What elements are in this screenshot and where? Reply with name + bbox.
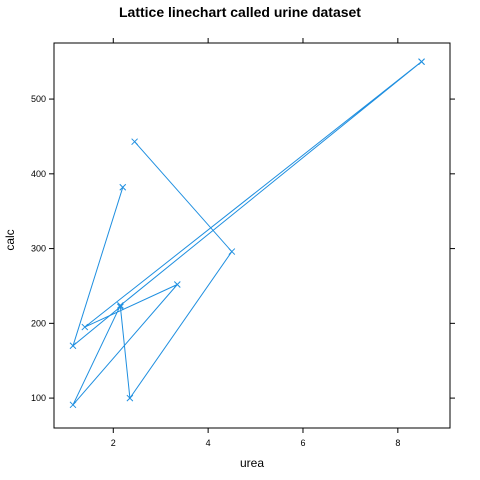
plot-area	[69, 58, 425, 409]
x-axis-label: urea	[240, 456, 264, 470]
series-line	[72, 61, 422, 406]
data-point	[81, 323, 89, 331]
data-point	[69, 342, 77, 350]
y-tick-label: 300	[31, 244, 46, 254]
x-tick-label: 4	[206, 438, 211, 448]
data-point	[418, 58, 425, 66]
x-tick-label: 6	[300, 438, 305, 448]
data-point	[126, 394, 134, 402]
axis-ticks: 2 4 6 8 100 200 300 400 500	[31, 38, 455, 448]
series-line	[72, 141, 233, 400]
plot-panel	[53, 42, 451, 429]
data-point	[117, 302, 124, 309]
data-point	[173, 281, 181, 288]
y-tick-label: 500	[31, 94, 46, 104]
data-point	[228, 248, 236, 255]
y-tick-label: 200	[31, 318, 46, 328]
data-point	[131, 138, 138, 146]
data-point	[69, 401, 77, 409]
chart-title: Lattice linechart called urine dataset	[119, 4, 361, 20]
y-tick-label: 400	[31, 169, 46, 179]
y-tick-label: 100	[31, 393, 46, 403]
x-tick-label: 8	[395, 438, 400, 448]
x-tick-label: 2	[111, 438, 116, 448]
data-point	[119, 183, 127, 191]
y-axis-label: calc	[3, 229, 17, 250]
